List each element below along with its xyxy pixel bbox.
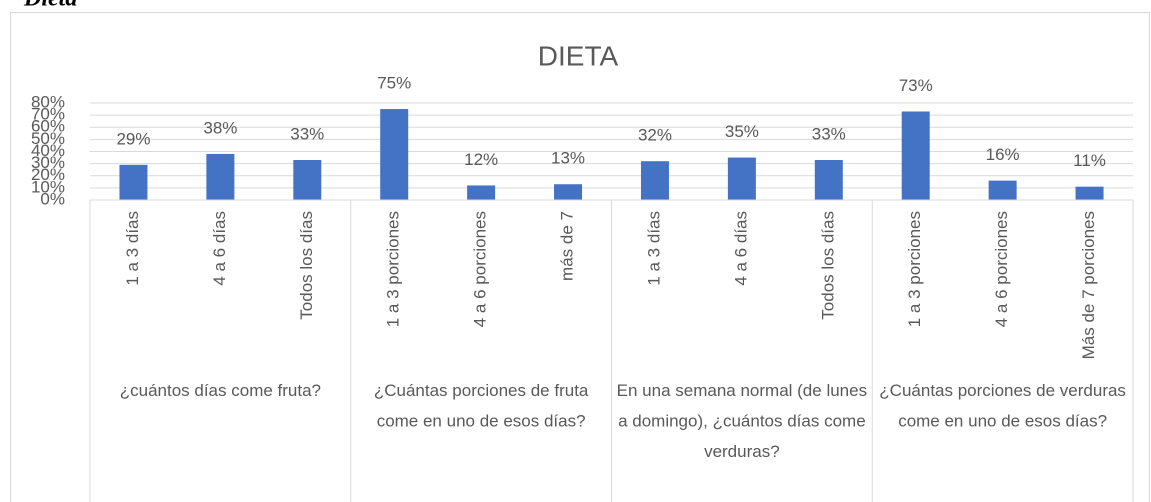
text-line: come en uno de esos días? — [898, 412, 1107, 431]
text-line: En una semana normal (de lunes — [617, 381, 867, 400]
y-tick-label: 10% — [31, 177, 65, 196]
y-tick-label: 80% — [31, 92, 65, 111]
x-tick-label: 1 a 3 porciones — [905, 211, 924, 327]
bar — [1075, 186, 1104, 200]
value-label: 29% — [116, 129, 150, 148]
value-label: 16% — [986, 145, 1020, 164]
bar — [293, 159, 322, 200]
chart-title: DIETA — [538, 40, 619, 71]
bar — [727, 157, 756, 200]
x-tick-label: más de 7 — [558, 211, 577, 281]
group-label: ¿cuántos días come fruta? — [120, 381, 321, 400]
value-label: 33% — [812, 124, 846, 143]
y-tick-label: 40% — [31, 141, 65, 160]
x-tick-label: 1 a 3 días — [123, 211, 142, 286]
bar — [901, 111, 930, 200]
group-label: En una semana normal (de lunes a domingo)… — [617, 381, 867, 461]
value-label: 75% — [377, 74, 411, 93]
y-tick-label: 30% — [31, 153, 65, 172]
heading: Dieta — [23, 0, 77, 12]
value-label: 32% — [638, 126, 672, 145]
text-line: ¿cuántos días come fruta? — [120, 381, 321, 400]
value-label: 33% — [290, 124, 324, 143]
bar — [988, 180, 1017, 200]
group-label: ¿Cuántas porciones de verduras come en un… — [879, 381, 1126, 431]
x-tick-label: 4 a 6 porciones — [471, 211, 490, 327]
y-tick-label: 50% — [31, 129, 65, 148]
text-line: come en uno de esos días? — [377, 412, 586, 431]
text-line: a domingo), ¿cuántos días come — [618, 412, 866, 431]
bar — [640, 161, 669, 200]
x-tick-label: 4 a 6 porciones — [992, 211, 1011, 327]
bar — [380, 109, 409, 200]
value-label: 38% — [203, 118, 237, 137]
bar — [554, 184, 583, 200]
value-label: 12% — [464, 150, 498, 169]
bar — [119, 164, 148, 200]
x-tick-label: 4 a 6 días — [210, 211, 229, 286]
group-label: ¿Cuántas porciones de fruta come en uno d… — [374, 381, 589, 431]
value-label: 35% — [725, 122, 759, 141]
value-label: 73% — [899, 76, 933, 95]
value-label: 11% — [1073, 151, 1106, 170]
bar — [467, 185, 496, 200]
x-tick-label: 1 a 3 días — [644, 211, 663, 286]
x-tick-label: Todos los días — [818, 211, 837, 320]
y-tick-label: 0% — [40, 189, 65, 208]
x-tick-label: 4 a 6 días — [731, 211, 750, 286]
text-line: ¿Cuántas porciones de verduras — [879, 381, 1126, 400]
bar — [206, 153, 235, 200]
y-tick-label: 60% — [31, 117, 65, 136]
x-tick-label: 1 a 3 porciones — [384, 211, 403, 327]
chart-frame — [10, 12, 1150, 502]
value-label: 13% — [551, 149, 585, 168]
y-tick-label: 20% — [31, 165, 65, 184]
text-line: ¿Cuántas porciones de fruta — [374, 381, 589, 400]
x-tick-label: Más de 7 porciones — [1079, 211, 1098, 359]
y-tick-label: 70% — [31, 105, 65, 124]
x-tick-label: Todos los días — [297, 211, 316, 320]
bar — [814, 159, 843, 200]
text-line: verduras? — [704, 442, 780, 461]
